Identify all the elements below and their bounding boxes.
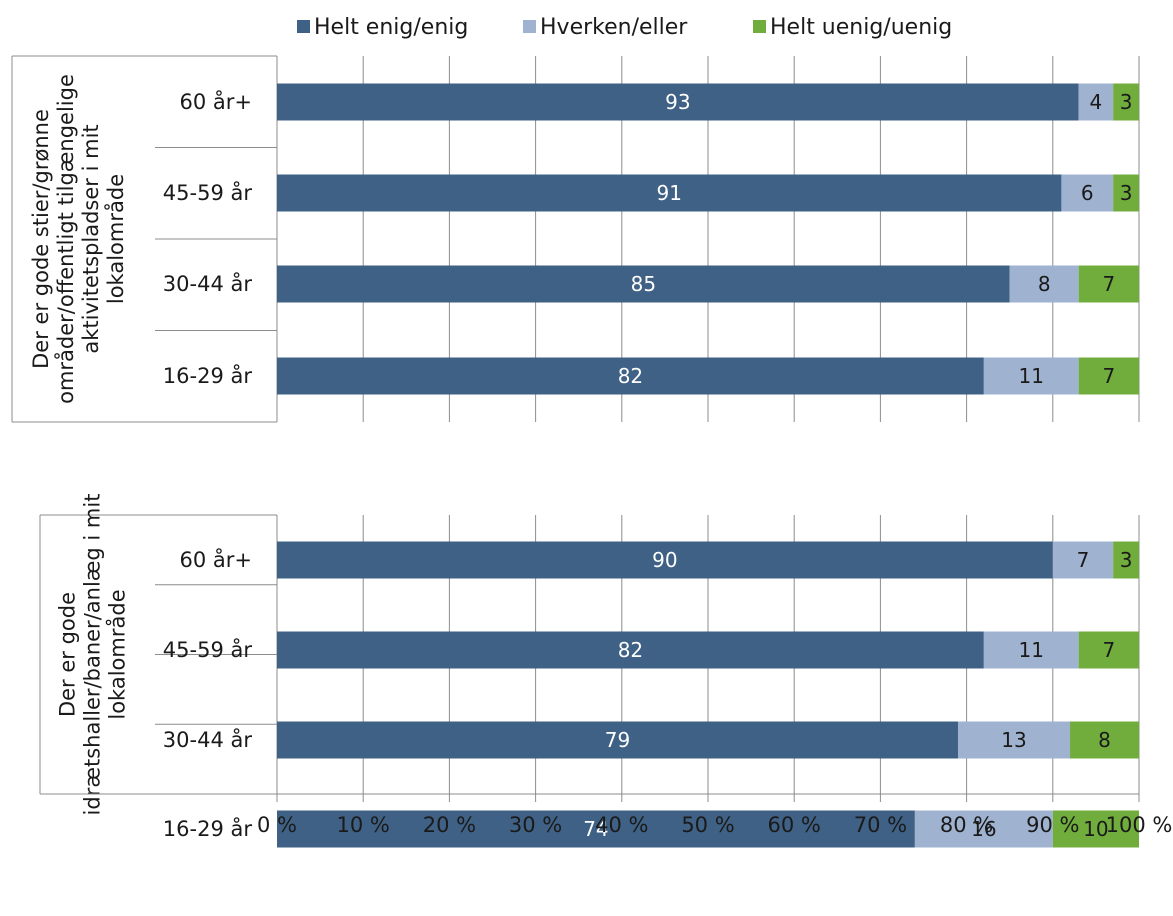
x-tick-label: 10 % [337,813,390,837]
data-label: 3 [1120,548,1133,572]
bar-segment [1061,174,1114,212]
bar-segment [957,721,1071,759]
bar-segment [1078,83,1114,121]
bar-segment [277,721,958,759]
chart-panel: Der er godeidrætshaller/baner/anlæg i mi… [39,494,1140,848]
data-label: 3 [1120,90,1133,114]
group-label: Der er godeidrætshaller/baner/anlæg i mi… [56,494,130,816]
category-label: 60 år+ [180,89,253,114]
bar-segment [277,810,915,848]
legend-swatch [753,20,766,33]
bar-segment [277,265,1010,303]
group-label-line: Der er gode [56,592,80,717]
bar-segment [1113,83,1139,121]
group-label-line: områder/offentligt tilgængelige [53,74,78,404]
chart-panel: Der er gode stier/grønneområder/offentli… [11,55,1140,423]
bar-segment [914,810,1053,848]
bar-segment [1009,265,1079,303]
data-label: 10 [1083,817,1108,841]
bar-segment [277,174,1062,212]
data-label: 93 [665,90,690,114]
category-label: 45-59 år [163,180,253,205]
legend-item: Helt enig/enig [297,15,468,40]
group-label-line: aktivitetspladser i mit [79,124,103,353]
bar-segment [277,83,1079,121]
data-label: 8 [1098,728,1111,752]
data-label: 82 [618,638,643,662]
data-label: 91 [656,181,681,205]
category-label: 30-44 år [163,727,253,752]
legend-label: Hverken/eller [540,15,688,40]
x-tick-label: 20 % [423,813,476,837]
bar-segment [1078,357,1139,395]
group-label-line: Der er gode stier/grønne [29,109,53,369]
data-label: 11 [1019,364,1044,388]
data-label: 4 [1090,90,1103,114]
x-tick-label: 0 % [257,813,297,837]
bar-segment [1113,174,1139,212]
x-tick-label: 40 % [595,813,648,837]
bar-segment [1052,810,1139,848]
x-tick-label: 70 % [854,813,907,837]
x-tick-label: 30 % [509,813,562,837]
category-label: 60 år+ [180,547,253,572]
group-label-line: lokalområde [105,589,130,719]
x-axis: 0 % 10 % 20 % 30 % 40 % 50 % 60 % 70 % 80 % 90 % 1… [40,793,1173,837]
legend-item: Helt uenig/uenig [753,15,952,40]
x-tick-label: 80 % [940,813,993,837]
category-label: 45-59 år [163,637,253,662]
bar-segment [1052,541,1114,579]
legend-swatch [297,20,310,33]
group-label: Der er gode stier/grønneområder/offentli… [29,74,128,404]
group-label-line: lokalområde [103,174,128,304]
legend-swatch [523,20,536,33]
data-label: 16 [971,817,996,841]
bar-segment [1078,265,1139,303]
bar-segment [983,631,1079,669]
data-label: 11 [1019,638,1044,662]
data-label: 13 [1001,728,1026,752]
category-label: 16-29 år [163,363,253,388]
data-label: 85 [631,272,656,296]
data-label: 74 [583,817,608,841]
bar-segment [277,357,984,395]
data-label: 7 [1102,638,1115,662]
legend-item: Hverken/eller [523,15,688,40]
data-label: 79 [605,728,630,752]
bar-segment [1070,721,1139,759]
bar-segment [983,357,1079,395]
bar-segment [1113,541,1139,579]
legend: Helt enig/enig Hverken/eller Helt uenig/ue… [297,15,952,40]
bar-segment [277,631,984,669]
data-label: 6 [1081,181,1094,205]
category-label: 16-29 år [163,816,253,841]
x-tick-label: 100 % [1106,813,1173,837]
data-label: 7 [1102,272,1115,296]
data-label: 7 [1102,364,1115,388]
bar-segment [277,541,1053,579]
x-tick-label: 60 % [768,813,821,837]
data-label: 7 [1077,548,1090,572]
data-label: 8 [1038,272,1051,296]
data-label: 3 [1120,181,1133,205]
chart-panels: Der er gode stier/grønneområder/offentli… [11,55,1140,848]
category-label: 30-44 år [163,271,253,296]
data-label: 90 [652,548,677,572]
legend-label: Helt enig/enig [314,15,468,40]
x-tick-label: 90 % [1026,813,1079,837]
data-label: 82 [618,364,643,388]
bar-segment [1078,631,1139,669]
legend-label: Helt uenig/uenig [770,15,952,40]
group-label-line: idrætshaller/baner/anlæg i mit [81,494,105,816]
x-tick-label: 50 % [681,813,734,837]
